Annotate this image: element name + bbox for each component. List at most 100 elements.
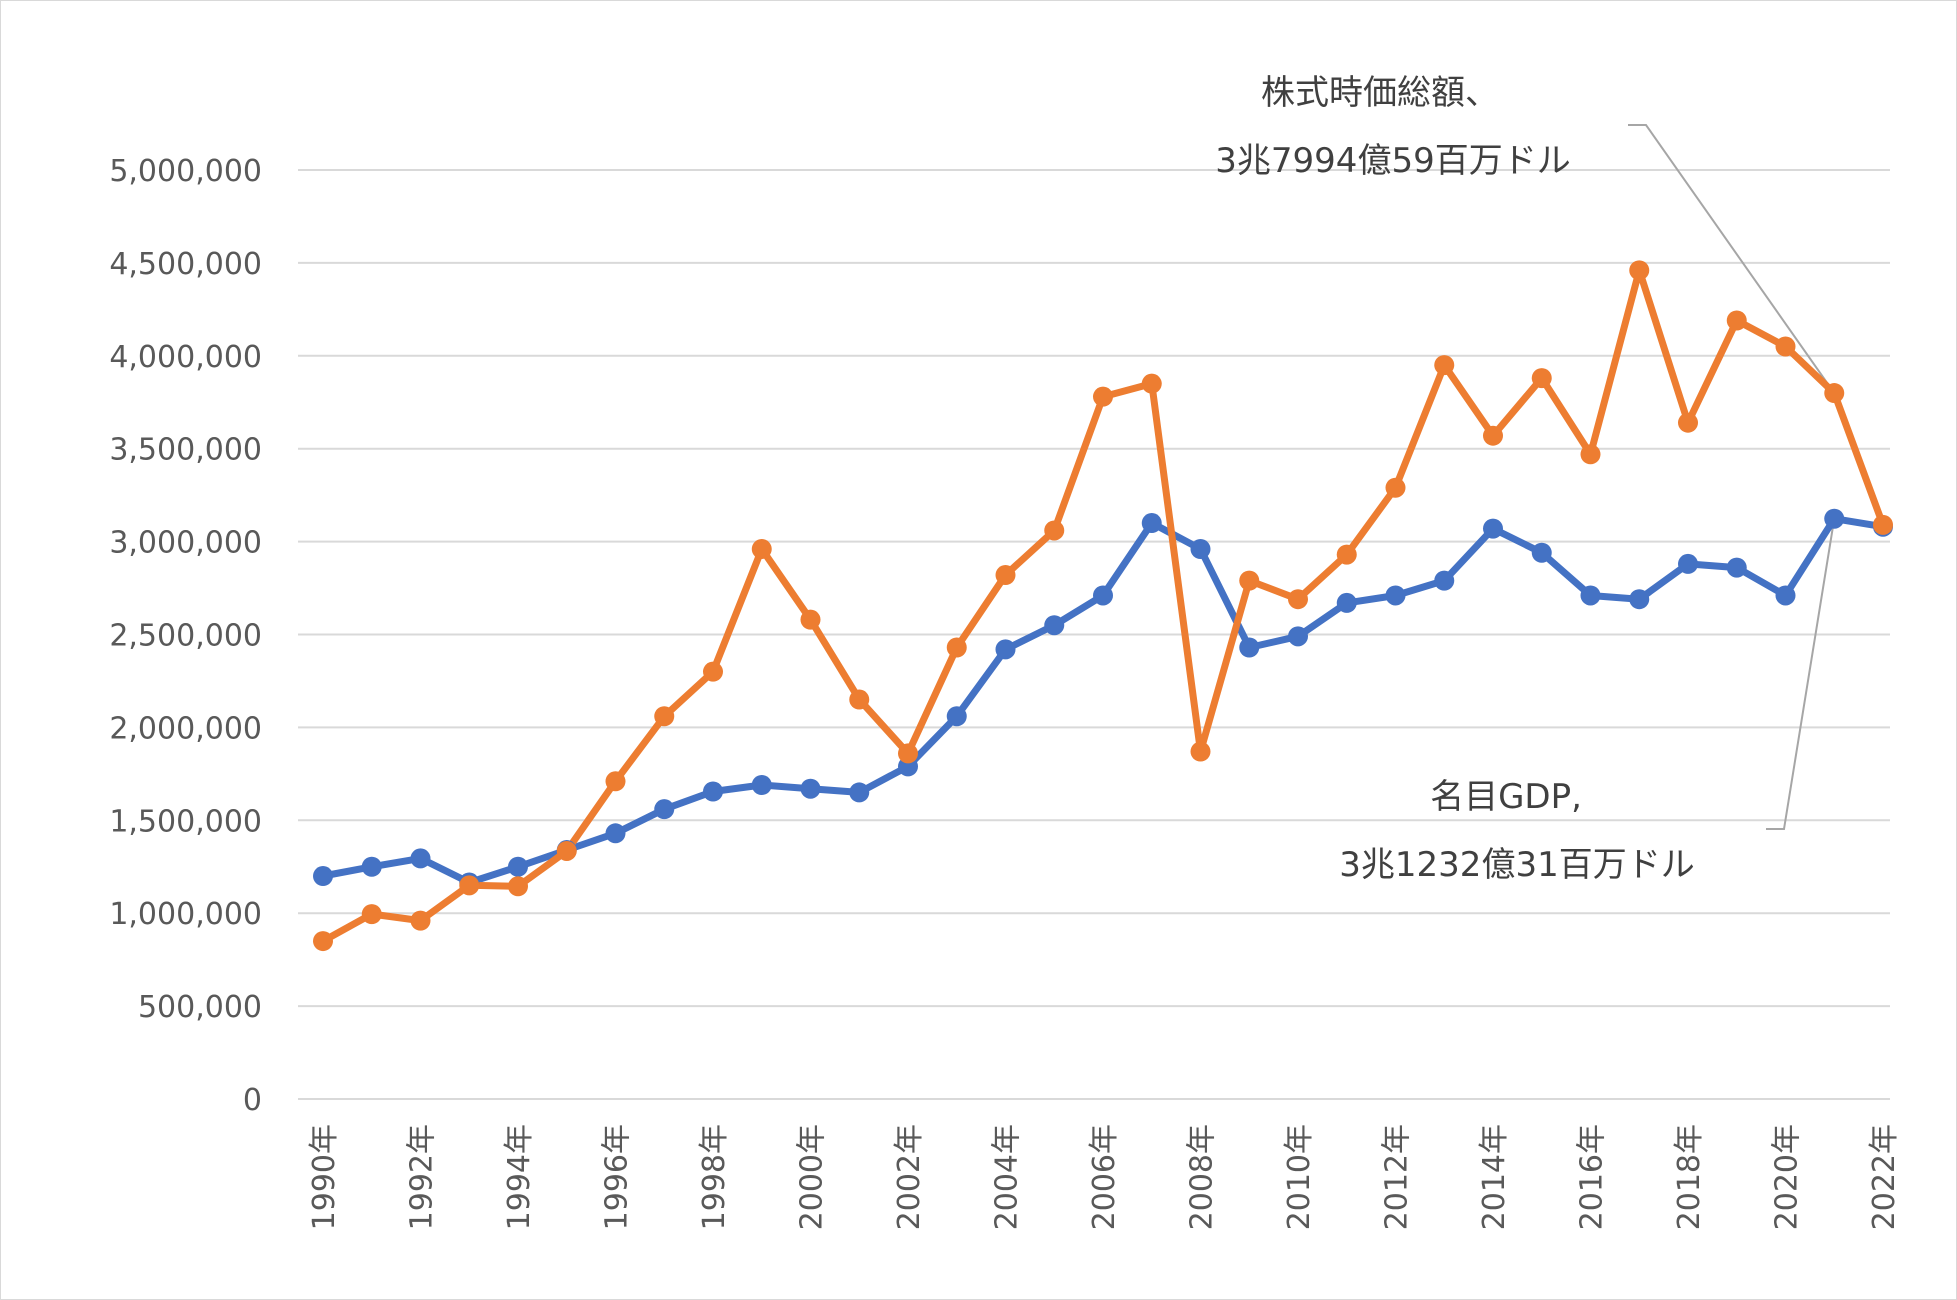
market-cap-point [1141, 373, 1162, 394]
y-tick-label: 1,500,000 [109, 804, 262, 839]
gdp-point [1434, 570, 1455, 591]
market-cap-point [1239, 570, 1260, 591]
x-axis-ticks: 1990年 1992年 1994年 1996年 1998年 2000年 2002年 2004年… [307, 1124, 1902, 1230]
market-cap-point [556, 840, 577, 861]
market-cap-point [1824, 383, 1845, 404]
y-tick-label: 2,500,000 [109, 619, 262, 654]
x-tick-label: 2014年 [1477, 1124, 1512, 1230]
gdp-annotation-line-2: 3兆1232億31百万ドル [1339, 845, 1694, 885]
gdp-point [508, 856, 528, 877]
gdp-leader-line [1766, 518, 1836, 830]
gridlines [298, 169, 1890, 1100]
market-cap-point [751, 539, 772, 560]
market-cap-point [1531, 368, 1552, 389]
market-cap-point [1336, 544, 1357, 565]
annotations: 株式時価総額、 3兆7994億59百万ドル 名目GDP, 3兆1232億31百万… [1215, 73, 1694, 885]
market-cap-point [1629, 260, 1650, 281]
gdp-point [1824, 508, 1845, 529]
x-tick-label: 2006年 [1087, 1124, 1122, 1230]
market-cap-point [654, 706, 675, 727]
y-tick-label: 2,000,000 [109, 711, 262, 746]
y-tick-label: 5,000,000 [109, 154, 262, 189]
gdp-series-line [319, 515, 1887, 886]
x-tick-label: 2018年 [1672, 1124, 1707, 1230]
gdp-point [1141, 513, 1162, 534]
market-cap-point [1288, 589, 1308, 610]
gdp-point [1288, 626, 1308, 647]
x-tick-label: 2012年 [1380, 1124, 1415, 1230]
market-cap-point [1044, 520, 1065, 541]
market-cap-point [898, 743, 918, 764]
gdp-point [849, 782, 870, 803]
gdp-point [751, 774, 772, 795]
y-axis-ticks: 0 500,000 1,000,000 1,500,000 2,000,000 2,500… [109, 154, 262, 1118]
series-layer [313, 260, 1893, 952]
x-tick-label: 1998年 [697, 1124, 732, 1230]
y-tick-label: 4,000,000 [109, 340, 262, 375]
market-cap-annotation-line-1: 株式時価総額、 [1261, 73, 1499, 113]
gdp-point [1775, 585, 1796, 606]
x-tick-label: 1994年 [502, 1124, 537, 1230]
gdp-point [1629, 589, 1650, 610]
market-cap-point [703, 661, 723, 682]
y-tick-label: 3,500,000 [109, 433, 262, 468]
market-cap-point [1093, 386, 1113, 407]
y-tick-label: 0 [243, 1083, 262, 1118]
market-cap-point [1190, 741, 1211, 762]
x-tick-label: 2008年 [1185, 1124, 1220, 1230]
gdp-point [995, 639, 1016, 660]
x-tick-label: 2002年 [892, 1124, 927, 1230]
market-cap-point [605, 771, 626, 792]
x-tick-label: 2016年 [1575, 1124, 1610, 1230]
gdp-point [1044, 615, 1065, 636]
x-tick-label: 2022年 [1867, 1124, 1902, 1230]
gdp-point [1336, 592, 1357, 613]
market-cap-point [410, 910, 431, 931]
gdp-point [946, 706, 967, 727]
gdp-point [1678, 553, 1698, 574]
x-tick-label: 1990年 [307, 1124, 342, 1230]
gdp-point [410, 848, 431, 869]
gdp-point [800, 778, 821, 799]
gdp-point [1726, 557, 1747, 578]
market-cap-point [1483, 425, 1503, 446]
market-cap-point [459, 875, 480, 896]
gdp-point [654, 799, 675, 820]
market-cap-point [1434, 355, 1455, 376]
x-tick-label: 2010年 [1282, 1124, 1317, 1230]
market-cap-annotation-line-2: 3兆7994億59百万ドル [1215, 141, 1570, 181]
market-cap-leader-line [1628, 124, 1836, 394]
gdp-point [313, 866, 333, 887]
annotation-leaders [1628, 124, 1836, 830]
gdp-point [1093, 585, 1113, 606]
market-cap-point [849, 689, 870, 710]
x-tick-label: 2004年 [990, 1124, 1025, 1230]
market-cap-point [1726, 310, 1747, 331]
gdp-point [361, 856, 382, 877]
y-tick-label: 4,500,000 [109, 247, 262, 282]
market-cap-point [995, 565, 1016, 586]
gdp-point [605, 823, 626, 844]
market-cap-point [313, 931, 333, 952]
market-cap-point [1678, 412, 1698, 433]
y-tick-label: 500,000 [138, 990, 262, 1025]
y-tick-label: 1,000,000 [109, 897, 262, 932]
x-tick-label: 1996年 [600, 1124, 635, 1230]
market-cap-point [800, 609, 821, 630]
market-cap-point [508, 876, 528, 897]
market-cap-point [1385, 477, 1406, 498]
gdp-point [703, 781, 723, 802]
gdp-point [1190, 539, 1211, 560]
market-cap-series-line [319, 266, 1887, 945]
gdp-point [1483, 518, 1503, 539]
x-tick-label: 2020年 [1770, 1124, 1805, 1230]
gdp-point [1239, 637, 1260, 658]
market-cap-point [1580, 444, 1601, 465]
gdp-point [1385, 585, 1406, 606]
gdp-annotation-line-1: 名目GDP, [1430, 777, 1582, 817]
x-tick-label: 1992年 [405, 1124, 440, 1230]
gdp-point [1531, 542, 1552, 563]
x-tick-label: 2000年 [795, 1124, 830, 1230]
